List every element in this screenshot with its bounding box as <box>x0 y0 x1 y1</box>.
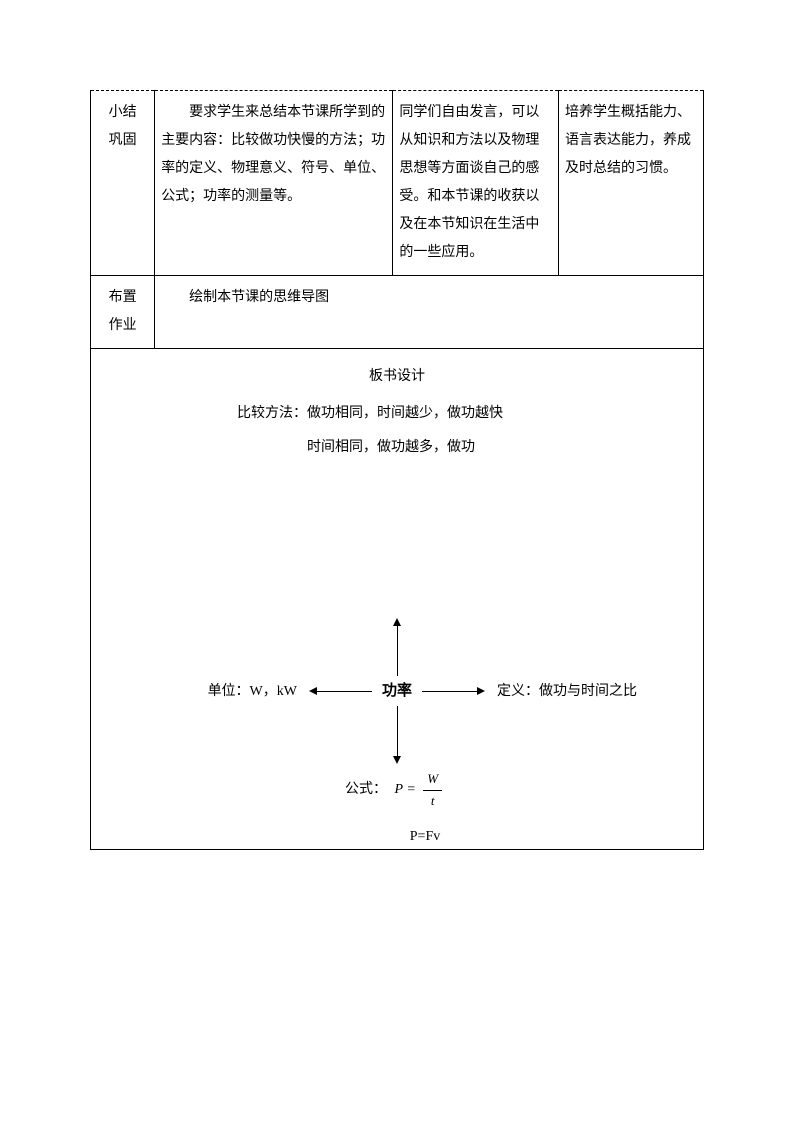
top-text-1: 比较方法：做功相同，时间越少，做功越快 <box>237 401 503 426</box>
formula-eq: = <box>406 782 415 797</box>
formula-num: W <box>423 769 442 791</box>
row1-col4: 培养学生概括能力、语言表达能力，养成及时总结的习惯。 <box>559 91 704 276</box>
row1-col2: 要求学生来总结本节课所学到的主要内容：比较做功快慢的方法；功率的定义、物理意义、… <box>155 91 393 276</box>
row2-content: 绘制本节课的思维导图 <box>155 276 704 349</box>
row1-label-2: 巩固 <box>97 127 148 155</box>
row1-label-cell: 小结 巩固 <box>91 91 155 276</box>
table-row: 布置 作业 绘制本节课的思维导图 <box>91 276 704 349</box>
row1-col3: 同学们自由发言，可以从知识和方法以及物理思想等方面谈自己的感受。和本节课的收获以… <box>393 91 559 276</box>
row2-label-1: 布置 <box>97 284 148 312</box>
arrowhead-down <box>393 756 401 764</box>
row2-label-cell: 布置 作业 <box>91 276 155 349</box>
right-node: 定义：做功与时间之比 <box>497 679 637 704</box>
arrowhead-up <box>393 618 401 626</box>
board-title: 板书设计 <box>97 363 697 391</box>
fraction: W t <box>423 769 442 812</box>
left-node: 单位：W，kW <box>208 679 297 704</box>
arrowhead-left <box>309 687 317 695</box>
arrow-left <box>317 691 372 692</box>
arrowhead-right <box>477 687 485 695</box>
lesson-plan-table: 小结 巩固 要求学生来总结本节课所学到的主要内容：比较做功快慢的方法；功率的定义… <box>90 90 704 850</box>
arrow-right <box>422 691 477 692</box>
center-node: 功率 <box>382 676 412 706</box>
formula-den: t <box>423 791 442 812</box>
arrow-down <box>397 706 398 756</box>
board-design-cell: 板书设计 比较方法：做功相同，时间越少，做功越快 时间相同，做功越多，做功 功率… <box>91 349 704 850</box>
mindmap-diagram: 比较方法：做功相同，时间越少，做功越快 时间相同，做功越多，做功 功率 单位：W… <box>97 421 697 841</box>
formula-p: P <box>395 782 403 797</box>
row1-label-1: 小结 <box>97 99 148 127</box>
formula-pfv: P=Fv <box>345 826 505 848</box>
arrow-up <box>397 626 398 676</box>
top-text-2: 时间相同，做功越多，做功 <box>307 435 475 460</box>
formula-block: 公式： P = W t P=Fv <box>345 769 505 848</box>
formula-label: 公式： <box>345 779 387 801</box>
table-row: 小结 巩固 要求学生来总结本节课所学到的主要内容：比较做功快慢的方法；功率的定义… <box>91 91 704 276</box>
row2-label-2: 作业 <box>97 312 148 340</box>
table-row: 板书设计 比较方法：做功相同，时间越少，做功越快 时间相同，做功越多，做功 功率… <box>91 349 704 850</box>
